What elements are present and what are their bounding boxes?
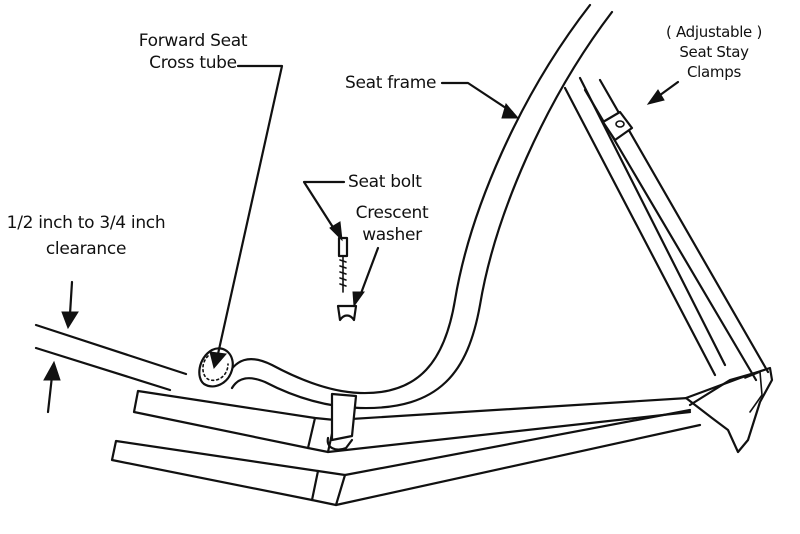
seat-frame-tube — [223, 3, 614, 410]
clearance-label-line1: 1/2 inch to 3/4 inch — [6, 213, 166, 233]
forward-seat-leader — [209, 64, 284, 370]
crescent-washer — [336, 304, 358, 322]
lower-frame-rail — [110, 408, 702, 507]
clearance-arrow-upper — [61, 280, 79, 330]
adjustable-clamps-label-line1: ( Adjustable ) — [665, 23, 763, 41]
seat-bolt-label: Seat bolt — [348, 172, 422, 192]
seat-frame-leader — [440, 81, 520, 119]
forward-seat-label-line2: Cross tube — [149, 53, 237, 73]
adjustable-clamps-label-line3: Clamps — [687, 63, 741, 81]
seat-post-fitting — [326, 392, 358, 451]
clearance-label-line2: clearance — [45, 239, 127, 259]
clearance-arrow-lower — [43, 360, 61, 414]
crescent-washer-leader — [352, 246, 380, 308]
forward-cross-tube-end — [198, 347, 234, 388]
seat-bolt — [337, 236, 349, 293]
seat-frame-label: Seat frame — [345, 73, 437, 93]
crescent-washer-label: Crescent washer — [352, 202, 432, 246]
upper-frame-rail — [132, 389, 692, 454]
adjustable-clamps-label: ( Adjustable ) Seat Stay Clamps — [664, 22, 764, 82]
crescent-washer-label-line2: washer — [362, 225, 422, 245]
clearance-label: 1/2 inch to 3/4 inch clearance — [0, 212, 172, 260]
crescent-washer-label-line1: Crescent — [355, 203, 429, 223]
seat-bolt-leader — [302, 180, 346, 242]
rear-dropout — [684, 366, 774, 454]
clearance-reference-lines — [34, 323, 188, 392]
seat-stay-clamp — [601, 110, 634, 142]
adjustable-clamps-label-line2: Seat Stay — [679, 43, 749, 61]
seat-stays — [563, 76, 770, 382]
forward-seat-label: Forward Seat Cross tube — [128, 30, 258, 74]
clamp-leader-arrow — [646, 80, 680, 105]
forward-seat-label-line1: Forward Seat — [138, 31, 248, 51]
